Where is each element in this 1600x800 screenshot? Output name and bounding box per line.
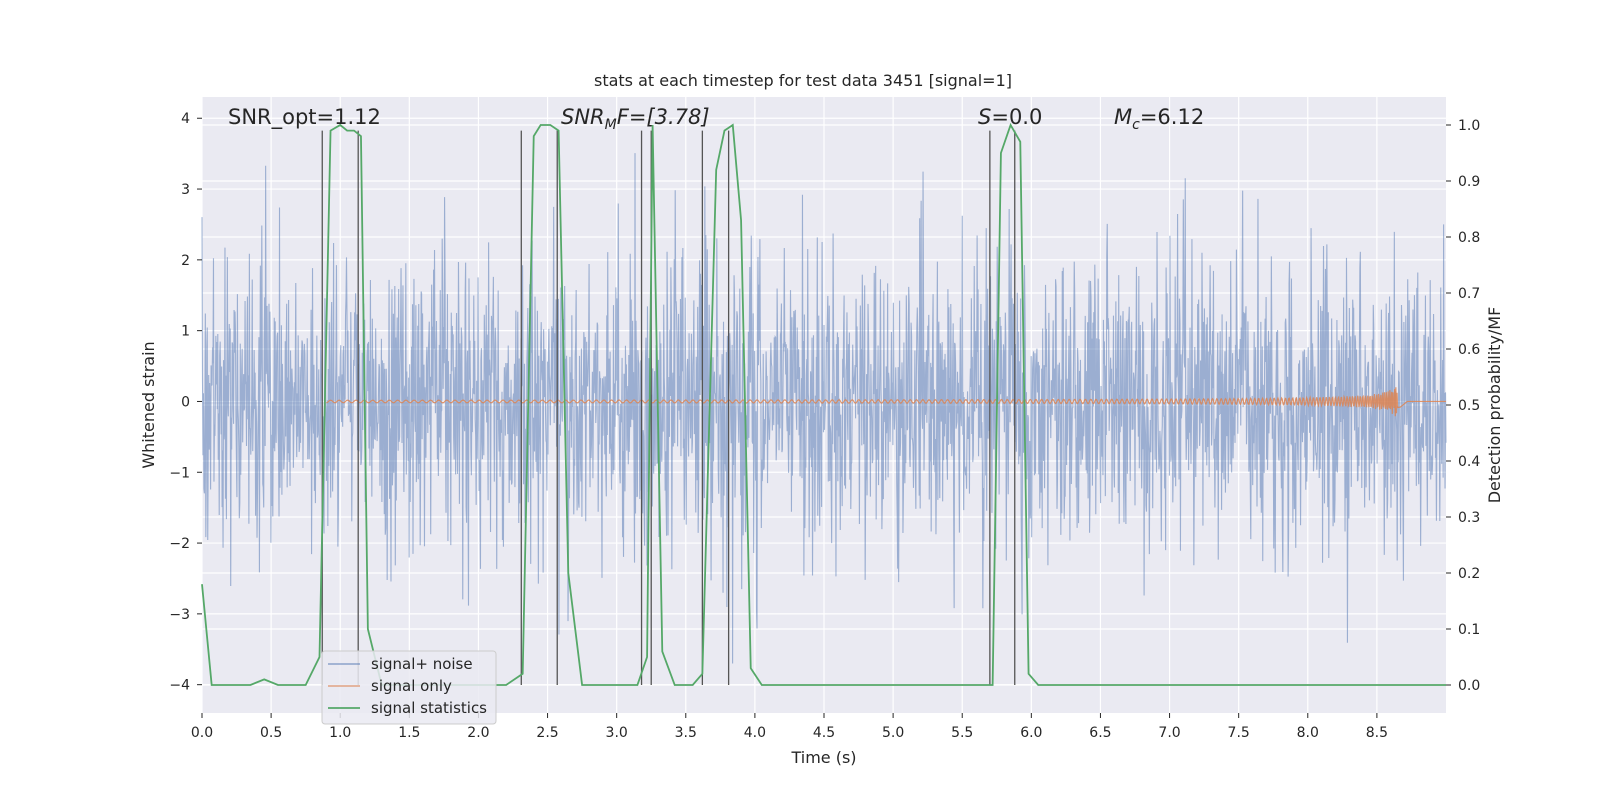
y-tick-label-3: −1 [169, 465, 190, 481]
annotation-mc: Mc=6.12 [1114, 105, 1204, 133]
y-tick-label-8: 4 [181, 111, 190, 127]
x-tick-label-10: 5.0 [882, 725, 904, 741]
y2-tick-label-1: 0.1 [1458, 622, 1480, 638]
y2-axis-label: Detection probability/MF [1485, 307, 1504, 504]
annotation-s-rest: =0.0 [991, 105, 1042, 129]
annotation-s: S=0.0 [978, 105, 1042, 129]
annotation-snr-mf: SNRMF=[3.78] [561, 105, 710, 133]
y-tick-label-5: 1 [181, 324, 190, 340]
signal-statistics-series [201, 122, 1446, 686]
y-tick-label-4: 0 [181, 394, 190, 410]
annotation-snr-mf-rest: F=[3.78] [617, 105, 710, 129]
chart-title: stats at each timestep for test data 345… [594, 71, 1012, 90]
y-tick-label-2: −2 [169, 536, 190, 552]
legend: signal+ noise signal only signal statist… [321, 650, 497, 725]
annotation-mc-rest: =6.12 [1140, 105, 1204, 129]
x-tick-label-3: 1.5 [398, 725, 420, 741]
x-axis-label: Time (s) [790, 748, 856, 767]
x-tick-label-0: 0.0 [191, 725, 213, 741]
y2-tick-label-4: 0.4 [1458, 454, 1480, 470]
annotation-snr-mf-sub: M [605, 117, 617, 133]
annotations: SNR_opt=1.12 SNRMF=[3.78] S=0.0 Mc=6.12 [228, 105, 1204, 133]
x-tick-label-1: 0.5 [260, 725, 282, 741]
legend-label-signal-only: signal only [371, 677, 452, 695]
y2-tick-label-8: 0.8 [1458, 230, 1480, 246]
series-signal-only-line [326, 387, 1446, 417]
x-tick-label-5: 2.5 [536, 725, 558, 741]
series-signal-noise-line [201, 153, 1447, 664]
x-tick-label-14: 7.0 [1158, 725, 1180, 741]
x-tick-label-16: 8.0 [1297, 725, 1319, 741]
x-tick-label-13: 6.5 [1089, 725, 1111, 741]
annotation-mc-sub: c [1132, 117, 1140, 133]
x-tick-label-12: 6.0 [1020, 725, 1042, 741]
x-tick-label-6: 3.0 [606, 725, 628, 741]
legend-label-signal-statistics: signal statistics [371, 699, 487, 717]
y-tick-label-0: −4 [169, 678, 190, 694]
y2-tick-label-6: 0.6 [1458, 342, 1480, 358]
series-signal-statistics-line [201, 122, 1446, 686]
x-tick-label-2: 1.0 [329, 725, 351, 741]
y-axis-label: Whitened strain [139, 341, 158, 468]
x-tick-label-15: 7.5 [1228, 725, 1250, 741]
title-group: stats at each timestep for test data 345… [594, 71, 1012, 90]
annotation-mc-base: M [1114, 105, 1132, 129]
y2-tick-label-3: 0.3 [1458, 510, 1480, 526]
y-tick-label-1: −3 [169, 607, 190, 623]
y2-tick-label-7: 0.7 [1458, 286, 1480, 302]
y2-tick-label-10: 1.0 [1458, 118, 1480, 134]
y2-tick-label-2: 0.2 [1458, 566, 1480, 582]
x-tick-label-17: 8.5 [1366, 725, 1388, 741]
annotation-snr-mf-base: SNR [561, 105, 605, 129]
axes: 0.0 0.5 1.0 1.5 2.0 2.5 3.0 3.5 4.0 4.5 5.0 5.5 6.0 6… [139, 111, 1504, 767]
annotation-snr-opt: SNR_opt=1.12 [228, 105, 381, 130]
x-tick-label-7: 3.5 [675, 725, 697, 741]
y2-tick-label-5: 0.5 [1458, 398, 1480, 414]
signal-noise-series [201, 153, 1447, 664]
detection-markers [321, 130, 1016, 685]
y-tick-label-7: 3 [181, 182, 190, 198]
y2-tick-label-9: 0.9 [1458, 174, 1480, 190]
y2-tick-label-0: 0.0 [1458, 678, 1480, 694]
signal-only-series [326, 387, 1446, 417]
legend-label-signal-noise: signal+ noise [371, 655, 473, 673]
x-tick-label-8: 4.0 [744, 725, 766, 741]
legend-box [321, 650, 497, 725]
x-tick-label-9: 4.5 [813, 725, 835, 741]
annotation-s-base: S [978, 105, 991, 129]
y-tick-label-6: 2 [181, 253, 190, 269]
x-tick-label-11: 5.5 [951, 725, 973, 741]
x-tick-label-4: 2.0 [467, 725, 489, 741]
